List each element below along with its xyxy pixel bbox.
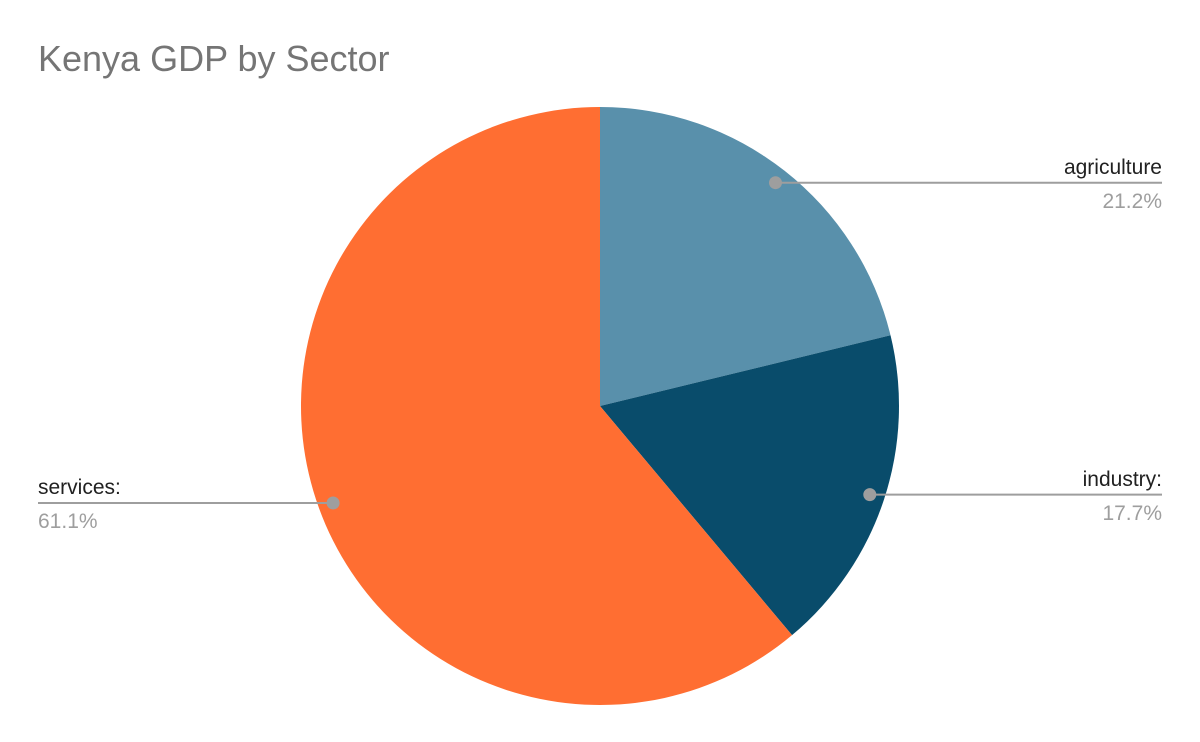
slice-value-industry: 17.7% (1102, 501, 1162, 525)
slice-value-agriculture: 21.2% (1102, 189, 1162, 213)
slice-label-industry: industry: (1082, 467, 1162, 491)
pie-slice-industry[interactable] (600, 335, 900, 636)
slice-value-services: 61.1% (38, 510, 98, 534)
callout-industry: industry: 17.7% (1083, 467, 1162, 527)
slice-label-agriculture: agriculture (1063, 155, 1162, 179)
leader-dot (769, 176, 782, 190)
pie-slice-services[interactable] (300, 107, 793, 705)
slice-label-services: services: (38, 476, 121, 500)
pie-slice-agriculture[interactable] (600, 107, 891, 406)
callout-agriculture: agriculture 21.2% (1064, 155, 1162, 215)
callout-services: services: 61.1% (38, 475, 121, 535)
leader-dot (863, 488, 877, 502)
chart-title: Kenya GDP by Sector (38, 38, 390, 79)
leader-dot (326, 496, 340, 510)
